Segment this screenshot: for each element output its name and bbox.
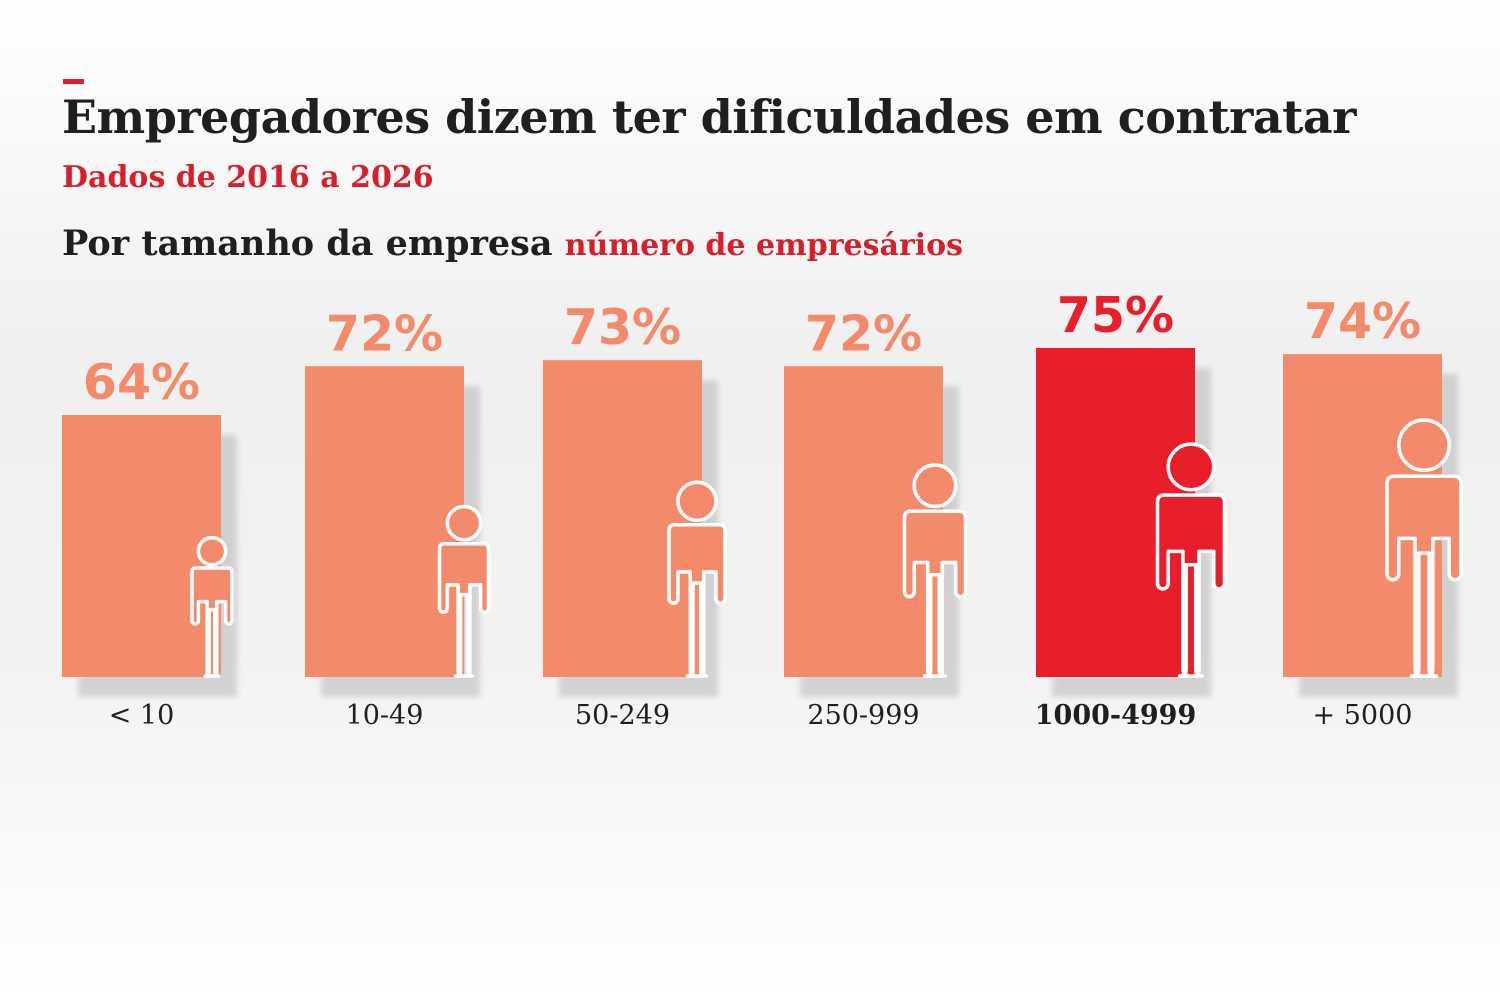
person-icon <box>902 463 968 678</box>
section-title: Por tamanho da empresa <box>62 223 553 264</box>
section-unit: número de empresários <box>564 228 964 263</box>
category-label: < 10 <box>109 700 175 731</box>
person-head <box>912 463 958 509</box>
person-body <box>190 566 234 678</box>
person-icon <box>190 535 234 678</box>
person-head <box>445 504 483 542</box>
person-head <box>1397 418 1451 473</box>
value-label: 72% <box>805 305 922 362</box>
value-label: 73% <box>564 299 681 356</box>
person-icon <box>437 504 491 678</box>
person-body <box>437 541 491 678</box>
person-body <box>1385 474 1463 678</box>
section-heading: Por tamanho da empresa número de empresá… <box>62 223 963 264</box>
bar <box>543 360 702 677</box>
person-icon <box>1385 418 1463 678</box>
person-head <box>1166 442 1216 492</box>
chart-title: Empregadores dizem ter dificuldades em c… <box>62 90 1356 144</box>
person-body <box>902 509 968 678</box>
value-label: 72% <box>326 305 443 362</box>
person-icon <box>1155 442 1227 678</box>
person-head <box>676 480 718 523</box>
category-label: 250-999 <box>807 700 919 731</box>
value-label: 64% <box>83 354 200 411</box>
category-label: 50-249 <box>575 700 670 731</box>
accent-dash <box>63 79 84 84</box>
person-icon <box>667 480 727 678</box>
category-label: + 5000 <box>1313 700 1413 731</box>
person-body <box>667 523 727 678</box>
bar <box>62 415 221 677</box>
value-label: 75% <box>1057 287 1174 344</box>
category-label: 1000-4999 <box>1035 700 1197 731</box>
person-body <box>1155 493 1227 678</box>
bar <box>305 366 464 677</box>
category-label: 10-49 <box>346 700 424 731</box>
chart-subtitle: Dados de 2016 a 2026 <box>62 160 434 195</box>
bars-layer: 64% < 10 72% 10-49 73% 50-249 72% 250-999 75% 100… <box>62 287 1463 731</box>
person-head <box>196 535 228 567</box>
value-label: 74% <box>1304 293 1421 350</box>
